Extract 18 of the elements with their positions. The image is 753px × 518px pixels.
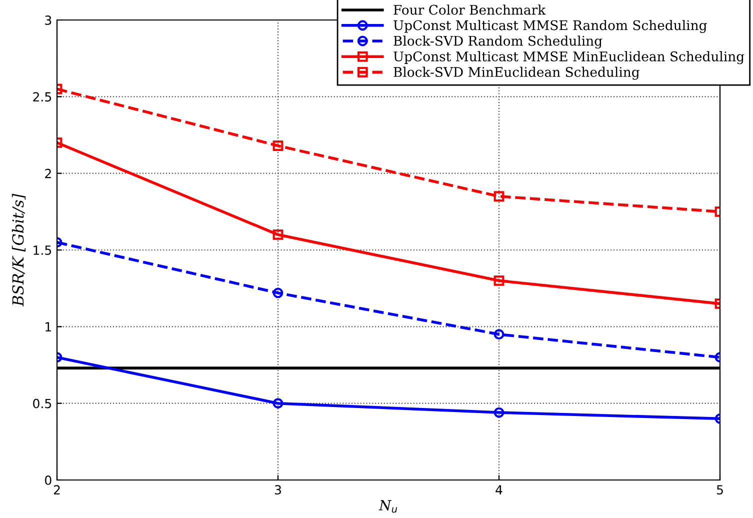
x-tick-label: 4 [496, 485, 502, 494]
x-tick-label: 5 [716, 485, 723, 495]
legend-label: Block-SVD Random Scheduling [394, 36, 602, 49]
x-tick-label: 2 [54, 485, 60, 494]
y-tick-label: 1 [46, 322, 51, 332]
y-tick-label: 3 [45, 15, 52, 25]
x-tick-label: 3 [274, 485, 281, 495]
legend-label: Four Color Benchmark [394, 4, 546, 15]
y-axis-title: BSR/K [Gbit/s] [12, 194, 26, 306]
legend-label: UpConst Multicast MMSE Random Scheduling [394, 20, 707, 33]
y-tick-label: 2 [45, 168, 51, 178]
legend-label: UpConst Multicast MMSE MinEuclidean Scheduling [394, 51, 744, 64]
y-tick-label: 0.5 [33, 398, 52, 408]
y-tick-label: 0 [45, 475, 52, 485]
legend-label: Block-SVD MinEuclidean Scheduling [394, 66, 640, 80]
y-tick-label: 2.5 [33, 92, 52, 102]
y-tick-label: 1.5 [34, 246, 52, 255]
x-axis-title: N$_{u}$ [378, 500, 398, 513]
